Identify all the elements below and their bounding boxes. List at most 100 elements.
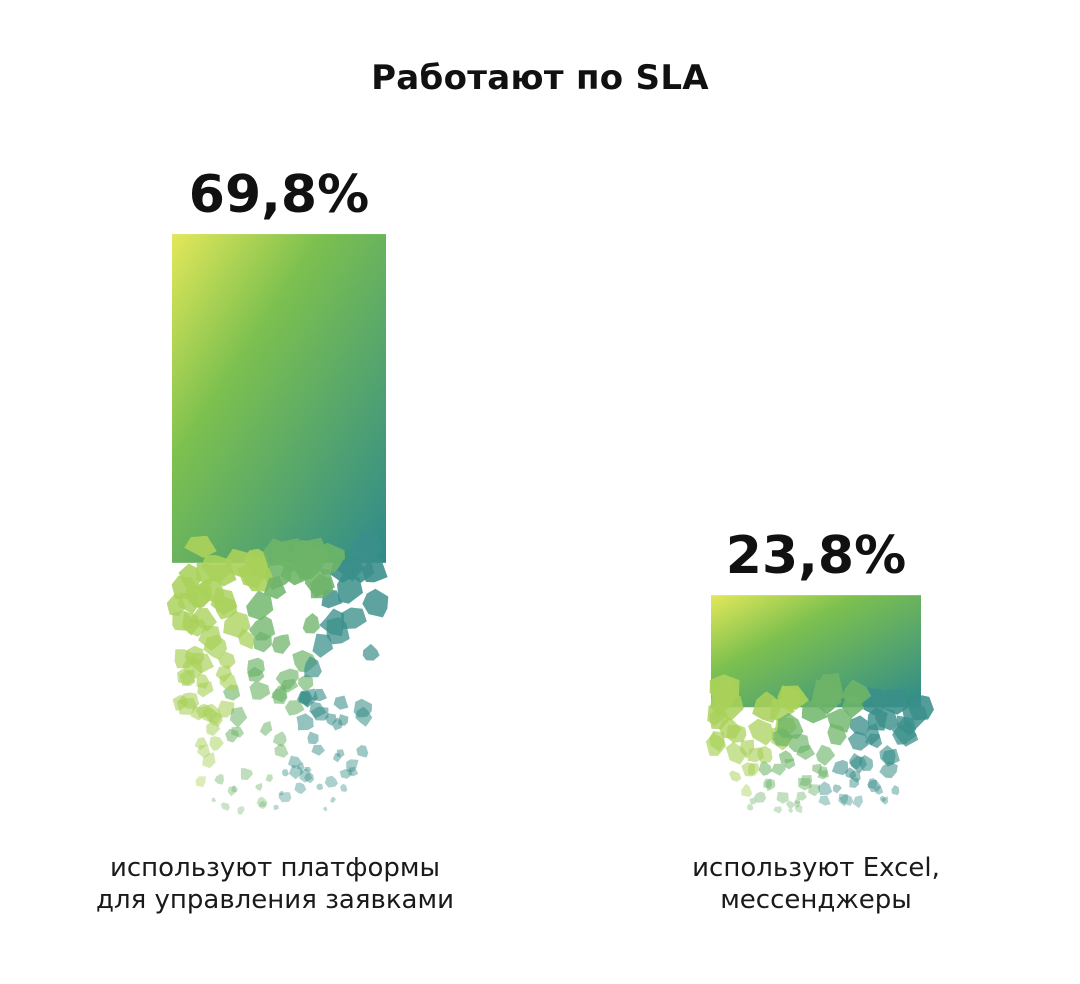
bar-0-fragment <box>304 656 322 678</box>
bar-0-fragment <box>247 666 265 682</box>
bar-0-fragment <box>294 782 307 795</box>
bar-0-fragment <box>337 573 363 604</box>
bar-0-fragment <box>362 643 380 661</box>
bar-0-fragment <box>330 796 336 803</box>
bar-0-fragment <box>288 755 303 769</box>
bar-1-fragment <box>782 685 809 711</box>
bar-0-fragment <box>194 737 208 750</box>
bar-0-fragment <box>307 731 319 745</box>
bar-1-fragment <box>765 778 776 792</box>
bar-0-fragment <box>324 713 337 726</box>
bar-1-fragment <box>859 754 874 771</box>
bar-1-fragment <box>729 770 742 782</box>
bar-0-fragment <box>231 785 238 793</box>
bar-0-fragment <box>237 806 245 815</box>
bar-1-fragment <box>705 732 727 756</box>
bar-1-fragment <box>879 688 908 715</box>
bar-1-fragment <box>758 761 773 776</box>
bar-1-fragment <box>874 785 884 795</box>
bar-0-fragment <box>223 611 251 639</box>
bar-1-fragment <box>798 777 812 791</box>
bar-0-fragment <box>356 745 369 758</box>
category-label-line: мессенджеры <box>720 885 912 915</box>
bar-1-fragment <box>817 781 833 795</box>
bar-0-fragment <box>206 721 221 736</box>
bar-0-fragment <box>219 672 238 691</box>
bar-0-fragment <box>323 806 328 811</box>
bar-1-fragment <box>763 778 773 789</box>
bar-1-fragment <box>741 783 753 797</box>
bar-1-fragment <box>753 791 767 803</box>
bar-0-fragment <box>271 685 288 704</box>
category-label-line: для управления заявками <box>96 885 454 915</box>
bar-0-fragment <box>290 539 315 567</box>
bar-0-fragment <box>172 610 194 631</box>
bar-0-fragment <box>202 752 216 769</box>
bar-0-fragment <box>197 681 214 698</box>
bar-1-fragment <box>847 731 869 751</box>
bar-1-fragment <box>799 775 813 787</box>
bar-0-fragment <box>231 726 244 738</box>
bar-1-fragment <box>864 733 882 749</box>
bar-0-fragment <box>178 592 200 615</box>
bar-0-fragment <box>184 535 217 558</box>
bar-0-fragment <box>263 538 292 567</box>
bar-1-fragment <box>748 718 775 746</box>
bar-0-fragment <box>274 743 289 758</box>
bar-0-fragment <box>310 574 334 599</box>
bar-0-fragment <box>304 771 315 784</box>
bar-0-fragment <box>209 564 237 587</box>
bar-0-fragment <box>218 651 236 670</box>
bar-0-fragment <box>190 706 206 721</box>
bar-0-fragment <box>229 706 248 728</box>
bar-0-fragment <box>263 575 287 600</box>
bar-0-fragment <box>249 680 271 700</box>
bar-0 <box>172 234 386 563</box>
bar-0-fragment <box>272 731 287 747</box>
bar-0-fragment <box>271 634 291 654</box>
bar-1-fragment <box>882 748 900 767</box>
bar-0-fragment <box>248 615 276 641</box>
bar-1-fragment <box>831 759 849 776</box>
bar-0-fragment <box>319 608 345 637</box>
bar-1-fragment <box>879 761 898 779</box>
bar-1-fragment <box>891 785 900 796</box>
bar-1-fragment <box>788 733 810 754</box>
bar-1-fragment <box>849 715 871 736</box>
bar-1-fragment <box>796 791 807 801</box>
bar-1-fragment <box>867 780 877 790</box>
value-label-1: 23,8% <box>726 526 906 586</box>
bar-0-fragment <box>362 588 389 618</box>
bar-0-fragment <box>316 783 324 791</box>
bar-0-fragment <box>182 657 203 679</box>
bar-0-fragment <box>177 692 200 709</box>
bar-0-fragment <box>339 769 353 779</box>
bar-0-fragment <box>288 765 304 780</box>
bar-0-fragment <box>227 786 237 797</box>
category-label-line: используют платформы <box>109 853 441 883</box>
bar-0-fragment <box>281 769 289 777</box>
bar-0-fragment <box>299 768 313 783</box>
bar-1-fragment <box>801 700 828 724</box>
bar-1-fragment <box>719 717 742 739</box>
bar-1-fragment <box>749 797 757 805</box>
bar-1-fragment <box>776 791 789 804</box>
bar-0-fragment <box>265 774 273 783</box>
bar-1-fragment <box>773 806 782 814</box>
bar-1-fragment <box>788 808 794 813</box>
bar-1-fragment <box>827 723 847 746</box>
bar-1-fragment <box>849 770 861 783</box>
bar-0-fragment <box>195 776 206 787</box>
bar-0-fragment <box>333 695 349 710</box>
bar-0-fragment <box>220 802 230 811</box>
bar-0-fragment <box>273 804 279 811</box>
category-label-platforms: используют платформы для управления заяв… <box>60 852 490 916</box>
bar-0-fragment <box>296 762 305 771</box>
bar-1-fragment <box>794 799 801 805</box>
bar-1-fragment <box>793 800 801 808</box>
bar-0-fragment <box>298 674 314 691</box>
bar-1-fragment <box>818 795 831 806</box>
bar-0-fragment <box>209 736 224 751</box>
category-label-line: используют Excel, <box>692 853 940 883</box>
